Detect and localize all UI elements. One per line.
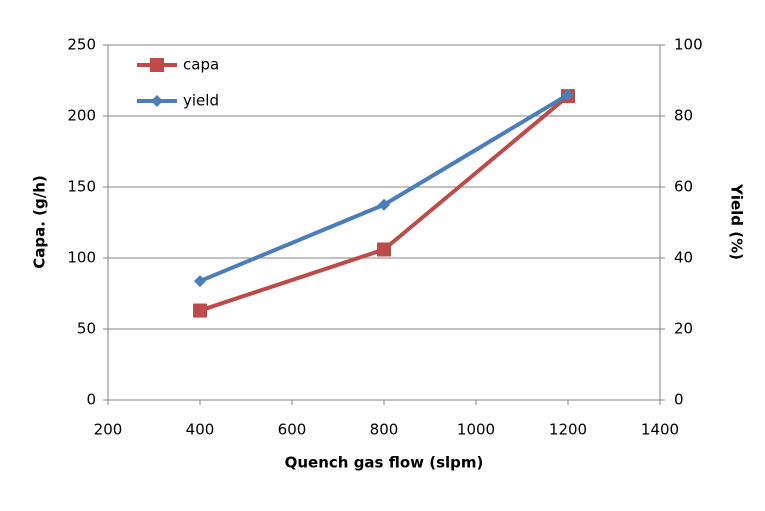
x-tick-label: 1400 [641,421,679,439]
legend-label: yield [183,92,219,110]
x-tick-label: 200 [94,421,123,439]
y2-tick-label: 100 [674,36,703,54]
y2-axis-title: Yield (%) [728,183,746,260]
x-tick-label: 600 [278,421,307,439]
x-tick-label: 1200 [549,421,587,439]
data-point [562,88,574,101]
legend-label: capa [183,56,219,74]
x-tick-label: 800 [370,421,399,439]
legend-marker [150,58,164,72]
y-axis-title: Capa. (g/h) [31,175,49,269]
y-tick-label: 0 [86,391,96,409]
y-tick-label: 250 [67,36,96,54]
y2-tick-label: 20 [674,320,693,338]
y2-tick-label: 80 [674,107,693,125]
data-point [377,242,391,257]
y-tick-label: 100 [67,249,96,267]
data-point [194,275,206,288]
data-point [193,303,207,318]
y-tick-label: 50 [77,320,96,338]
x-tick-label: 1000 [457,421,495,439]
y2-tick-label: 60 [674,178,693,196]
y-tick-label: 200 [67,107,96,125]
x-axis-title: Quench gas flow (slpm) [285,454,484,472]
y2-tick-label: 40 [674,249,693,267]
legend-marker [151,95,163,107]
x-tick-label: 400 [186,421,215,439]
y-tick-label: 150 [67,178,96,196]
y2-tick-label: 0 [674,391,684,409]
data-point [378,198,390,211]
